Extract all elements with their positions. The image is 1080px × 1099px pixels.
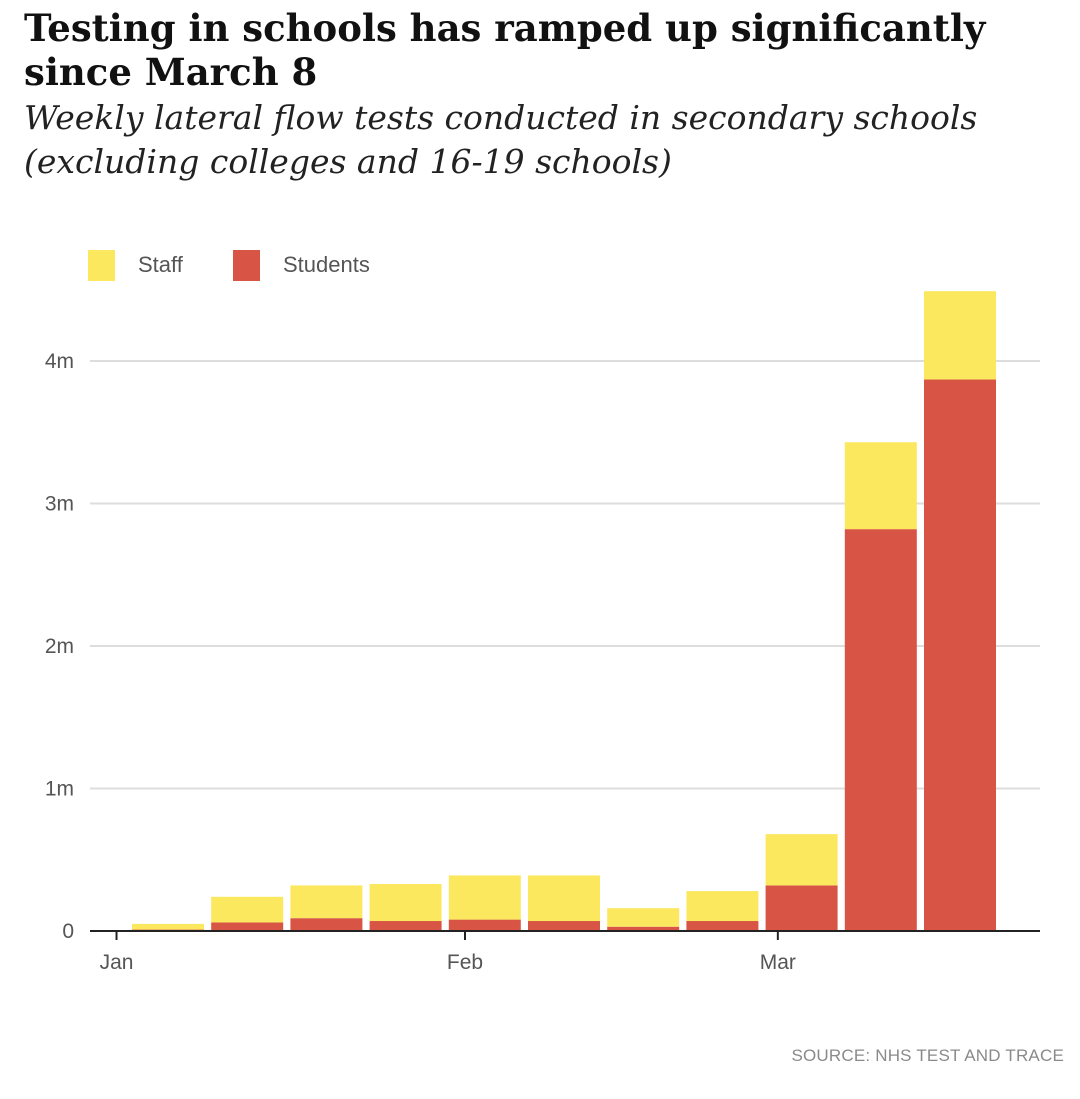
bar-staff [765, 834, 838, 886]
source-note: SOURCE: NHS TEST AND TRACE [791, 1046, 1064, 1065]
y-tick-label: 1m [45, 778, 74, 801]
bar-staff [686, 891, 759, 922]
bar-staff [211, 896, 284, 923]
y-tick-label: 3m [45, 493, 74, 516]
bar-staff [844, 442, 917, 530]
bar-staff [448, 875, 521, 920]
legend-swatch-students [233, 249, 260, 281]
bar-students [290, 918, 363, 931]
bar-staff [132, 923, 204, 930]
x-tick-label: Feb [447, 951, 483, 974]
chart-title: Testing in schools has ramped up signifi… [24, 6, 986, 94]
bar-students [211, 922, 284, 931]
y-tick-label: 2m [45, 635, 74, 658]
bar-students [369, 921, 442, 931]
bar-staff [924, 291, 996, 380]
y-tick-label: 0 [62, 920, 74, 943]
bar-students [607, 926, 680, 931]
bar-staff [607, 908, 680, 927]
bar-students [528, 921, 600, 931]
legend-label-students: Students [283, 252, 370, 277]
y-tick-label: 4m [45, 350, 74, 373]
x-tick-label: Jan [100, 951, 134, 974]
legend-swatch-staff [88, 249, 115, 281]
bar-staff [290, 885, 363, 919]
bar-students [448, 919, 521, 931]
bar-students [765, 885, 838, 931]
bar-students [844, 529, 917, 931]
legend-item-staff: Staff [88, 248, 183, 282]
bar-staff [528, 875, 600, 922]
legend-item-students: Students [233, 248, 370, 282]
bar-students [686, 921, 759, 931]
chart-subtitle: Weekly lateral flow tests conducted in s… [24, 98, 978, 181]
x-tick-label: Mar [760, 951, 796, 974]
legend-label-staff: Staff [138, 252, 183, 277]
bar-students [924, 379, 996, 931]
bar-staff [369, 883, 442, 922]
